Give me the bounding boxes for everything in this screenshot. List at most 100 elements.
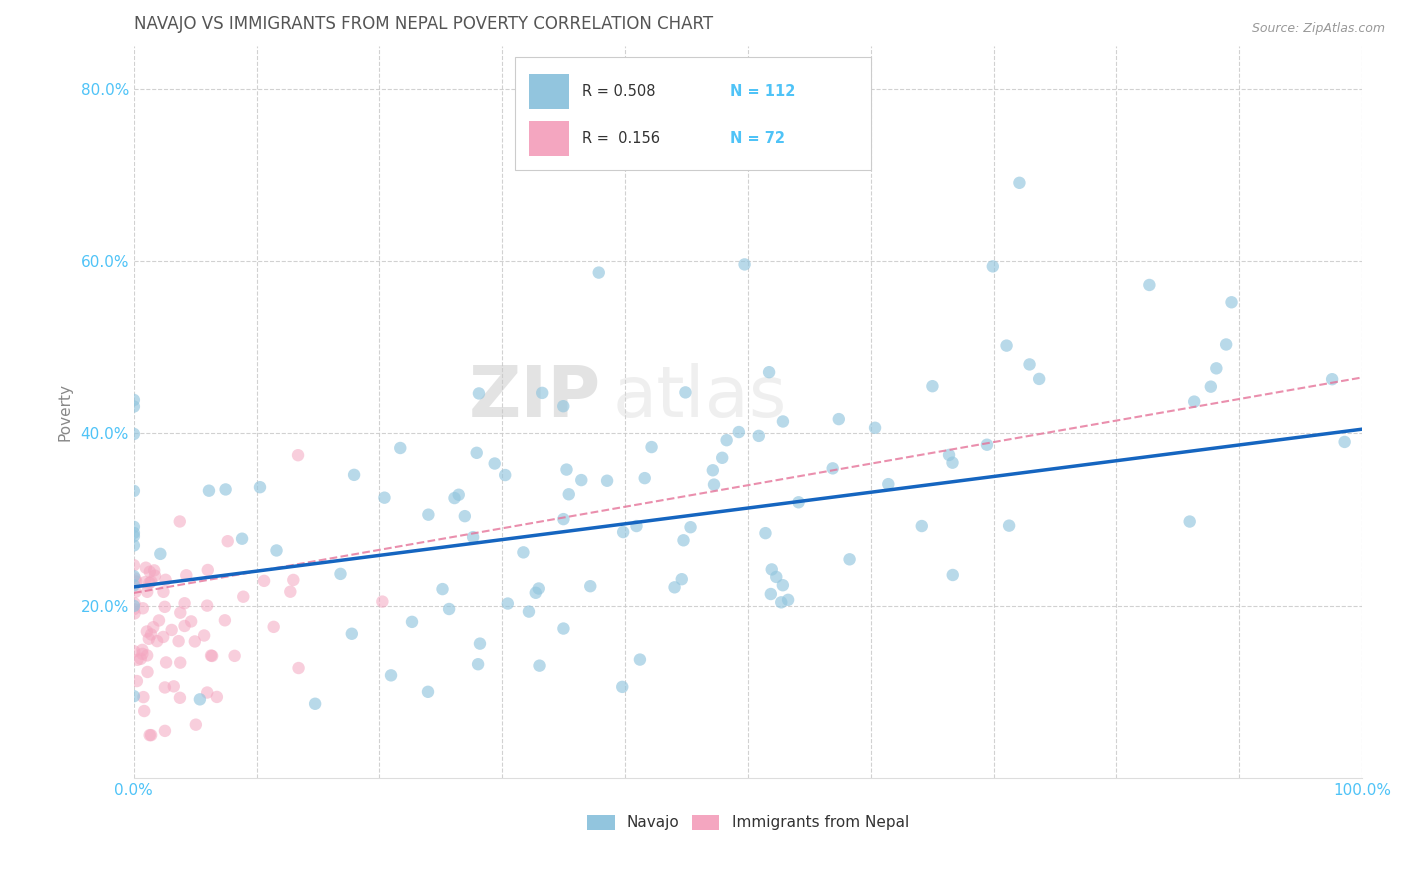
Point xyxy=(443,491,465,505)
Point xyxy=(664,580,686,594)
Point xyxy=(484,457,506,471)
Point xyxy=(214,483,236,497)
Point xyxy=(553,512,575,526)
FancyBboxPatch shape xyxy=(529,74,568,110)
Point xyxy=(124,585,146,599)
Point xyxy=(127,653,149,667)
Point xyxy=(152,630,174,644)
Point xyxy=(734,109,756,123)
Point xyxy=(287,661,309,675)
Point xyxy=(124,596,146,610)
Point xyxy=(418,508,440,522)
Point xyxy=(772,578,794,592)
Point xyxy=(942,568,965,582)
Text: R =  0.156: R = 0.156 xyxy=(582,131,661,146)
Point xyxy=(467,657,489,672)
Point xyxy=(727,425,749,439)
Point xyxy=(122,689,145,703)
Point xyxy=(169,690,191,705)
Point xyxy=(772,415,794,429)
Point xyxy=(139,627,162,641)
Point xyxy=(142,620,165,634)
Point xyxy=(153,681,176,695)
Point xyxy=(122,569,145,583)
Point xyxy=(287,448,309,462)
Point xyxy=(371,594,394,608)
Point xyxy=(136,665,159,679)
Point xyxy=(863,421,886,435)
Point xyxy=(702,463,724,477)
Point xyxy=(389,441,412,455)
Point xyxy=(152,584,174,599)
Point xyxy=(770,595,793,609)
Point xyxy=(416,685,439,699)
Point xyxy=(155,656,177,670)
Point xyxy=(134,704,156,718)
Point xyxy=(188,692,211,706)
Point xyxy=(468,386,491,401)
Point xyxy=(1178,515,1201,529)
Point xyxy=(447,488,470,502)
Point xyxy=(138,728,160,742)
Point xyxy=(198,483,221,498)
Point xyxy=(838,552,860,566)
Point xyxy=(278,584,301,599)
Point xyxy=(558,487,581,501)
Point xyxy=(454,509,477,524)
Point xyxy=(176,568,198,582)
Point xyxy=(531,385,554,400)
Point xyxy=(463,530,485,544)
Point xyxy=(468,637,491,651)
Point xyxy=(938,448,960,462)
Point xyxy=(555,462,578,476)
Point xyxy=(131,643,153,657)
Point xyxy=(976,438,998,452)
Point xyxy=(748,429,770,443)
Point xyxy=(524,586,547,600)
Point xyxy=(195,599,218,613)
Point xyxy=(143,568,166,582)
Text: atlas: atlas xyxy=(613,363,787,432)
Point xyxy=(122,529,145,543)
Point xyxy=(197,563,219,577)
Point xyxy=(1028,372,1050,386)
Point xyxy=(787,495,810,509)
Point xyxy=(401,615,423,629)
Point xyxy=(160,623,183,637)
Point xyxy=(141,574,163,589)
Point xyxy=(148,614,170,628)
Point xyxy=(465,446,488,460)
Point xyxy=(131,647,153,661)
Point xyxy=(671,572,693,586)
Point xyxy=(195,685,218,699)
Point xyxy=(129,652,152,666)
Legend: Navajo, Immigrants from Nepal: Navajo, Immigrants from Nepal xyxy=(581,809,915,837)
Point xyxy=(122,599,145,613)
Text: R = 0.508: R = 0.508 xyxy=(582,85,655,99)
Point xyxy=(380,668,402,682)
FancyBboxPatch shape xyxy=(529,121,568,156)
Point xyxy=(184,717,207,731)
Point xyxy=(200,648,222,663)
Point xyxy=(169,656,191,670)
Point xyxy=(679,520,702,534)
Point xyxy=(155,573,177,587)
Text: N = 72: N = 72 xyxy=(730,131,785,146)
Point xyxy=(122,644,145,658)
Point xyxy=(343,467,366,482)
Point xyxy=(153,599,176,614)
Point xyxy=(569,473,592,487)
Point xyxy=(1018,358,1040,372)
Point xyxy=(149,547,172,561)
Point xyxy=(263,620,285,634)
Point xyxy=(138,632,160,646)
Point xyxy=(672,533,695,548)
Point xyxy=(173,596,195,610)
Text: Source: ZipAtlas.com: Source: ZipAtlas.com xyxy=(1251,22,1385,36)
Point xyxy=(634,471,657,485)
Point xyxy=(201,648,224,663)
Point xyxy=(877,477,900,491)
Point xyxy=(304,697,326,711)
Point xyxy=(998,518,1021,533)
Point xyxy=(163,679,186,693)
